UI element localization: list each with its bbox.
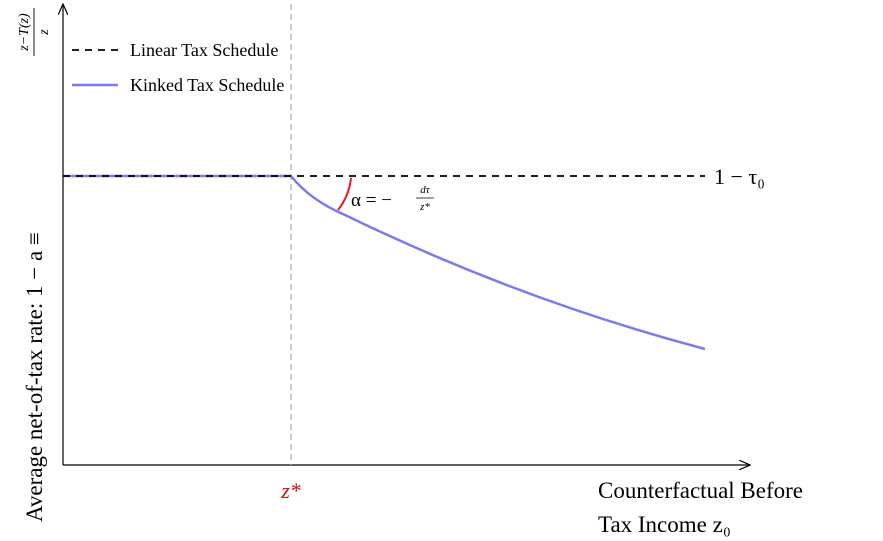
- y-fraction-numerator: z−T(z): [17, 13, 32, 52]
- linear-level-label: 1 − τ₀: [714, 164, 765, 189]
- legend-label: Kinked Tax Schedule: [130, 75, 284, 95]
- angle-denominator: z*: [419, 201, 430, 213]
- angle-label: α = −: [351, 190, 392, 211]
- kinked-schedule: [63, 174, 706, 351]
- y-axis-label-group: Average net-of-tax rate: 1 − a ≡ z−T(z) …: [17, 8, 52, 522]
- legend-label: Linear Tax Schedule: [130, 40, 278, 60]
- x-axis-label: Tax Income z₀: [598, 512, 731, 537]
- y-fraction-denominator: z: [37, 29, 52, 36]
- angle-numerator: dτ: [420, 184, 431, 196]
- x-axis-label: Counterfactual Before: [598, 478, 803, 503]
- kink-label: z*: [280, 478, 301, 503]
- angle-arc: [337, 177, 352, 211]
- y-axis-label: Average net-of-tax rate: 1 − a ≡: [22, 232, 47, 522]
